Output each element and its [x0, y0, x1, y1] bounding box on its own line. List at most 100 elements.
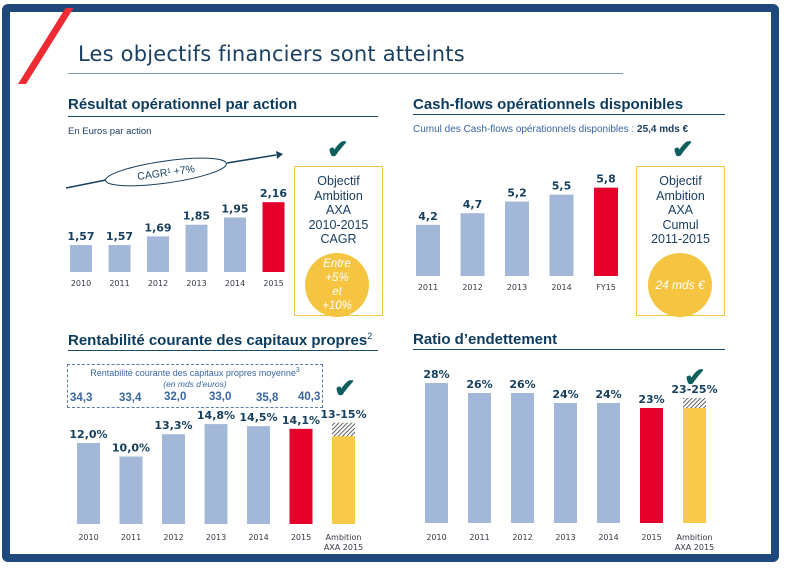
- debt-bar: [683, 398, 706, 523]
- cashflow-bar-value-label: 5,8: [596, 173, 616, 186]
- eps-objective-line: Ambition: [314, 188, 363, 203]
- cashflow-section-divider: [413, 114, 725, 115]
- roe-ambition-range-hatch: [332, 422, 355, 437]
- cashflow-check-icon: ✔: [672, 134, 694, 164]
- cashflow-x-tick-label: 2012: [462, 283, 482, 292]
- debt-check-icon: ✔: [684, 362, 706, 392]
- eps-circle-line: +5%: [325, 272, 349, 284]
- debt-bar-value-label: 24%: [595, 388, 621, 401]
- roe-bar: [289, 428, 313, 524]
- debt-bar-value-label: 23%: [638, 393, 664, 406]
- eps-x-tick-label: 2010: [71, 279, 91, 288]
- debt-bar-value-label: 26%: [466, 378, 492, 391]
- roe-average-value: 34,3: [70, 392, 93, 404]
- roe-section-title: Rentabilité courante des capitaux propre…: [68, 331, 372, 349]
- cashflow-bar-value-label: 4,7: [463, 198, 483, 211]
- cashflow-bar-value-label: 5,5: [552, 180, 572, 193]
- roe-x-tick-label: 2013: [206, 533, 226, 542]
- eps-bar-chart: 1,57 2010 1,57 2011 1,69 2012 1,85 2013 1,95 2014…: [67, 187, 287, 288]
- roe-bar-chart: 12,0% 2010 10,0% 2011 13,3% 2012 14,8% 2013 14,5…: [69, 408, 366, 552]
- eps-section-divider: [68, 116, 378, 117]
- roe-check-icon: ✔: [334, 373, 356, 403]
- cashflow-section-title: Cash-flows opérationnels disponibles: [413, 96, 684, 113]
- eps-bar-value-label: 1,95: [221, 202, 248, 215]
- cashflow-x-tick-label: 2014: [551, 283, 571, 292]
- debt-x-tick-label: 2013: [555, 533, 575, 542]
- title-divider: [68, 73, 623, 74]
- debt-bar: [425, 383, 448, 523]
- roe-bar: [332, 422, 355, 524]
- roe-bar: [119, 456, 143, 524]
- roe-average-equity-box: Rentabilité courante des capitaux propre…: [67, 364, 323, 408]
- eps-x-tick-label: 2013: [186, 279, 206, 288]
- eps-bar: [147, 236, 169, 272]
- debt-x-tick-label: 2015: [641, 533, 661, 542]
- debt-bar: [640, 408, 663, 523]
- roe-average-title-text: Rentabilité courante des capitaux propre…: [90, 368, 296, 378]
- roe-x-tick-label: 2012: [163, 533, 183, 542]
- eps-circle-line: +10%: [322, 300, 352, 312]
- roe-x-tick-label: 2010: [78, 533, 98, 542]
- debt-bar: [511, 393, 534, 523]
- roe-bar-value-label: 13,3%: [154, 419, 192, 432]
- debt-bar-chart: 28% 2010 26% 2011 26% 2012 24% 2013 24% 2014 23% 20…: [423, 368, 717, 552]
- roe-average-value: 35,8: [256, 392, 279, 404]
- eps-section-title: Résultat opérationnel par action: [68, 96, 298, 113]
- roe-bar: [247, 426, 270, 524]
- eps-bar-value-label: 1,69: [144, 221, 171, 234]
- cashflow-bar: [549, 194, 574, 276]
- roe-average-value: 33,0: [209, 391, 232, 403]
- eps-bar-value-label: 1,85: [183, 210, 210, 223]
- cashflow-x-tick-label: FY15: [596, 283, 616, 292]
- roe-bar-value-label: 14,5%: [239, 411, 277, 424]
- roe-bar-value-label: 14,1%: [282, 414, 320, 427]
- roe-x-tick-label: Ambition: [326, 533, 362, 542]
- eps-bar: [185, 224, 208, 272]
- eps-x-tick-label: 2011: [109, 279, 129, 288]
- eps-objective-line: 2010-2015: [308, 217, 369, 232]
- roe-average-value: 40,3: [298, 391, 321, 403]
- debt-bar-value-label: 23-25%: [671, 383, 717, 396]
- debt-bar: [468, 393, 491, 523]
- roe-bar: [204, 424, 228, 524]
- cashflow-bar: [594, 187, 618, 276]
- debt-bar: [597, 403, 620, 523]
- roe-bar-value-label: 13-15%: [320, 408, 366, 421]
- cashflow-objective-line: AXA: [667, 203, 693, 217]
- eps-objective-line: CAGR: [320, 232, 357, 246]
- cashflow-objective-text: Objectif Ambition AXA Cumul 2011-2015: [637, 174, 724, 247]
- roe-title-footnote: 2: [367, 331, 373, 341]
- roe-section-divider: [68, 350, 378, 351]
- roe-title-text: Rentabilité courante des capitaux propre…: [68, 332, 368, 349]
- eps-bar: [70, 245, 92, 272]
- roe-average-title: Rentabilité courante des capitaux propre…: [68, 367, 322, 378]
- cashflow-bar: [416, 224, 440, 276]
- page-title: Les objectifs financiers sont atteints: [78, 42, 465, 66]
- eps-objective-line: Objectif: [317, 174, 360, 188]
- cashflow-subtitle-text: Cumul des Cash-flows opérationnels dispo…: [413, 124, 638, 135]
- eps-bar-value-label: 1,57: [106, 230, 133, 243]
- roe-average-footnote: 3: [295, 367, 300, 374]
- cashflow-objective-line: Ambition: [656, 188, 705, 203]
- roe-bar: [162, 434, 185, 524]
- cashflow-subtitle: Cumul des Cash-flows opérationnels dispo…: [413, 124, 688, 135]
- debt-x-tick-label: 2014: [598, 533, 618, 542]
- roe-x-tick-label: AXA 2015: [324, 543, 363, 552]
- eps-bar: [108, 245, 131, 272]
- debt-x-tick-label: 2011: [469, 533, 489, 542]
- cashflow-bar-value-label: 5,2: [507, 187, 527, 200]
- cashflow-objective-line: Cumul: [662, 217, 699, 232]
- roe-bar-value-label: 12,0%: [69, 428, 107, 441]
- debt-section-divider: [413, 349, 725, 350]
- roe-bar-value-label: 10,0%: [112, 442, 150, 455]
- debt-bar: [554, 403, 577, 523]
- debt-bar-value-label: 26%: [509, 378, 535, 391]
- cashflow-x-tick-label: 2013: [507, 283, 527, 292]
- eps-objective-circle: Entre +5% et +10%: [305, 253, 369, 317]
- eps-objective-text: Objectif Ambition AXA 2010-2015 CAGR: [295, 174, 382, 247]
- cashflow-bar: [505, 201, 529, 276]
- cashflow-objective-circle: 24 mds €: [648, 253, 712, 317]
- debt-x-tick-label: 2012: [512, 533, 532, 542]
- eps-circle-line: et: [332, 286, 342, 298]
- roe-average-value: 32,0: [164, 391, 187, 403]
